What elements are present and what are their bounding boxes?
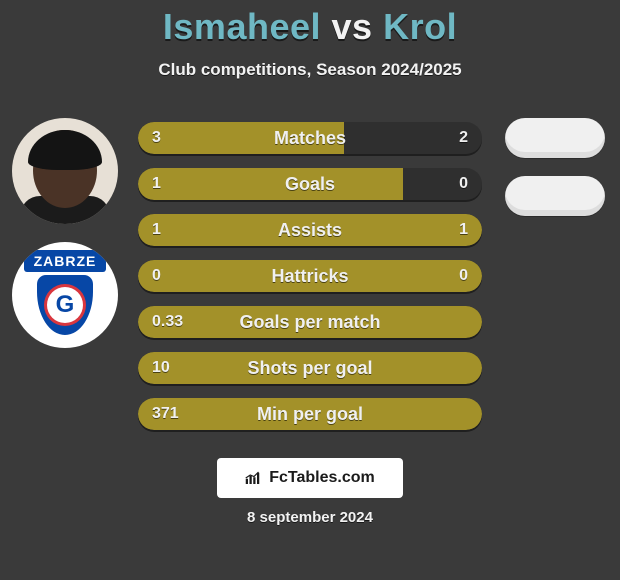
opponent-club-placeholder bbox=[505, 176, 605, 216]
stat-right-value: 0 bbox=[459, 260, 468, 292]
stat-row: 0.33Goals per match bbox=[138, 306, 482, 338]
stat-label: Hattricks bbox=[138, 260, 482, 292]
club-shield: G bbox=[34, 272, 96, 338]
subtitle: Club competitions, Season 2024/2025 bbox=[0, 60, 620, 80]
title-vs: vs bbox=[332, 6, 373, 47]
stat-row: 1Assists1 bbox=[138, 214, 482, 246]
opponent-avatar-placeholder bbox=[505, 118, 605, 158]
stat-label: Matches bbox=[138, 122, 482, 154]
stat-row: 1Goals0 bbox=[138, 168, 482, 200]
club-banner: ZABRZE bbox=[24, 250, 106, 272]
player-left-name: Ismaheel bbox=[163, 6, 321, 47]
left-column: ZABRZE G bbox=[8, 118, 122, 348]
stat-row: 3Matches2 bbox=[138, 122, 482, 154]
footer-date: 8 september 2024 bbox=[0, 509, 620, 526]
stat-right-value: 2 bbox=[459, 122, 468, 154]
chart-icon bbox=[245, 471, 263, 485]
stat-right-value: 1 bbox=[459, 214, 468, 246]
stat-right-value: 0 bbox=[459, 168, 468, 200]
stat-label: Goals per match bbox=[138, 306, 482, 338]
comparison-card: Ismaheel vs Krol Club competitions, Seas… bbox=[0, 0, 620, 580]
stat-row: 0Hattricks0 bbox=[138, 260, 482, 292]
stat-row: 371Min per goal bbox=[138, 398, 482, 430]
stat-label: Assists bbox=[138, 214, 482, 246]
stats-bars: 3Matches21Goals01Assists10Hattricks00.33… bbox=[138, 122, 482, 430]
source-badge: FcTables.com bbox=[217, 458, 403, 498]
right-column bbox=[500, 118, 610, 216]
stat-label: Shots per goal bbox=[138, 352, 482, 384]
player-right-name: Krol bbox=[383, 6, 457, 47]
stat-label: Min per goal bbox=[138, 398, 482, 430]
stat-row: 10Shots per goal bbox=[138, 352, 482, 384]
player-avatar bbox=[12, 118, 118, 224]
avatar-hair bbox=[28, 130, 102, 170]
stat-label: Goals bbox=[138, 168, 482, 200]
club-logo: ZABRZE G bbox=[12, 242, 118, 348]
page-title: Ismaheel vs Krol bbox=[0, 0, 620, 48]
source-label: FcTables.com bbox=[269, 469, 375, 487]
club-letter: G bbox=[47, 287, 83, 323]
